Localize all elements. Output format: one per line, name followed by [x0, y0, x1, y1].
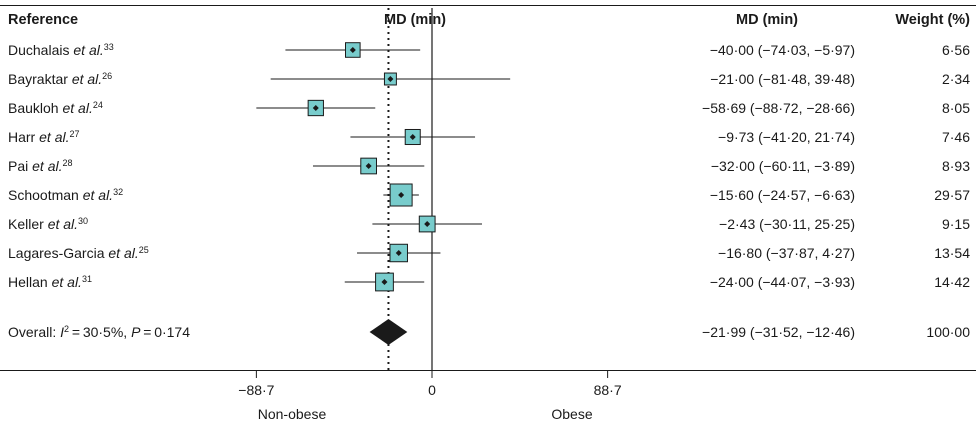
study-label: Lagares-Garcia et al.25: [8, 245, 149, 261]
study-label: Duchalais et al.33: [8, 42, 114, 58]
direction-label-right: Obese: [551, 406, 592, 422]
ci-text: −40·00 (−74·03, −5·97): [710, 42, 855, 58]
point-estimate: [424, 221, 431, 227]
weight-text: 8·05: [942, 100, 970, 116]
weight-text: 7·46: [942, 129, 970, 145]
weight-text: 29·57: [934, 187, 970, 203]
weight-text: 13·54: [934, 245, 970, 261]
point-estimate: [395, 250, 402, 256]
ci-text: −2·43 (−30·11, 25·25): [719, 216, 855, 232]
ci-text: −58·69 (−88·72, −28·66): [702, 100, 855, 116]
study-label: Schootman et al.32: [8, 187, 123, 203]
header-plot: MD (min): [384, 12, 446, 28]
study-label: Harr et al.27: [8, 129, 80, 145]
point-estimate: [409, 134, 416, 140]
point-estimate: [312, 105, 319, 111]
weight-text: 2·34: [942, 71, 970, 87]
weight-text: 9·15: [942, 216, 970, 232]
ci-text: −32·00 (−60·11, −3·89): [711, 158, 855, 174]
overall-ci-text: −21·99 (−31·52, −12·46): [702, 324, 855, 340]
study-label: Hellan et al.31: [8, 274, 92, 290]
ci-text: −15·60 (−24·57, −6·63): [710, 187, 855, 203]
x-tick-label: 88·7: [594, 382, 622, 398]
point-estimate: [381, 279, 388, 285]
weight-text: 8·93: [942, 158, 970, 174]
ci-text: −21·00 (−81·48, 39·48): [710, 71, 855, 87]
x-tick-label: −88·7: [238, 382, 274, 398]
weight-text: 14·42: [934, 274, 970, 290]
ci-text: −16·80 (−37·87, 4·27): [718, 245, 855, 261]
point-estimate: [387, 76, 394, 82]
study-label: Pai et al.28: [8, 158, 73, 174]
overall-label: Overall: I2 = 30·5%, P = 0·174: [8, 324, 190, 340]
weight-text: 6·56: [942, 42, 970, 58]
overall-diamond: [369, 319, 408, 345]
header-estimate: MD (min): [736, 12, 798, 28]
study-label: Bayraktar et al.26: [8, 71, 112, 87]
header-weight: Weight (%): [895, 12, 970, 28]
overall-weight-text: 100·00: [926, 324, 970, 340]
header-reference: Reference: [8, 12, 78, 28]
ci-text: −9·73 (−41·20, 21·74): [718, 129, 855, 145]
point-estimate: [398, 192, 405, 198]
study-label: Baukloh et al.24: [8, 100, 103, 116]
direction-label-left: Non-obese: [258, 406, 327, 422]
study-label: Keller et al.30: [8, 216, 88, 232]
point-estimate: [349, 47, 356, 53]
x-tick-label: 0: [428, 382, 436, 398]
point-estimate: [365, 163, 372, 169]
ci-text: −24·00 (−44·07, −3·93): [710, 274, 855, 290]
